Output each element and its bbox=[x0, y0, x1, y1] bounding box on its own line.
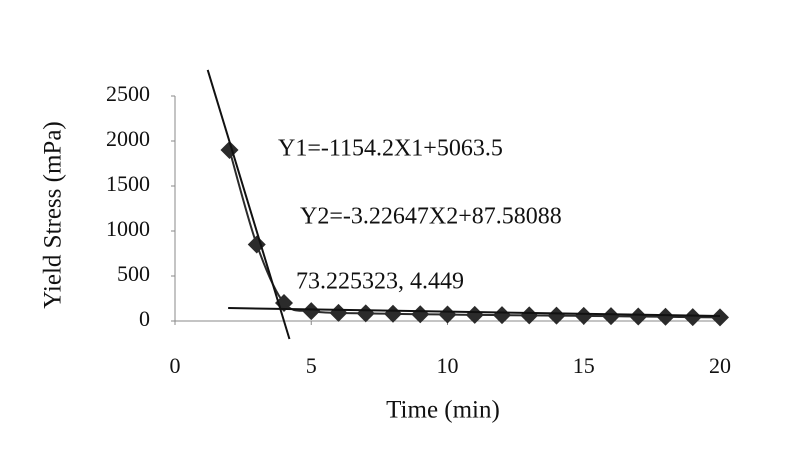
data-point bbox=[574, 306, 593, 325]
series-line bbox=[228, 307, 721, 318]
y-tick-label: 1500 bbox=[106, 171, 150, 196]
y-tick-label: 0 bbox=[139, 306, 150, 331]
annotation: 73.225323, 4.449 bbox=[296, 269, 464, 295]
y-tick-label: 2000 bbox=[106, 126, 150, 151]
x-tick-label: 20 bbox=[709, 353, 731, 378]
data-point bbox=[329, 303, 348, 322]
x-tick-label: 15 bbox=[573, 353, 595, 378]
y-tick-label: 2500 bbox=[106, 81, 150, 106]
annotation: Y2=-3.22647X2+87.58088 bbox=[300, 204, 562, 230]
x-tick-label: 10 bbox=[437, 353, 459, 378]
data-point bbox=[493, 306, 511, 325]
data-point bbox=[683, 308, 702, 327]
data-point bbox=[711, 308, 729, 327]
x-tick-label: 5 bbox=[306, 353, 317, 378]
y-axis-title: Yield Stress (mPa) bbox=[40, 121, 67, 309]
data-point bbox=[547, 306, 566, 325]
data-point bbox=[656, 307, 675, 326]
data-point bbox=[629, 307, 648, 326]
y-tick-label: 1000 bbox=[106, 216, 150, 241]
annotation: Y1=-1154.2X1+5063.5 bbox=[278, 136, 503, 162]
data-point bbox=[438, 305, 457, 324]
y-tick-label: 500 bbox=[117, 261, 150, 286]
data-point bbox=[602, 307, 620, 326]
x-tick-label: 0 bbox=[170, 353, 181, 378]
data-point bbox=[356, 304, 375, 323]
data-point bbox=[384, 304, 402, 323]
data-point bbox=[520, 306, 539, 325]
data-point bbox=[411, 305, 430, 324]
x-axis-title: Time (min) bbox=[386, 397, 500, 424]
series-line bbox=[206, 69, 291, 340]
data-point bbox=[302, 302, 321, 321]
data-point bbox=[465, 305, 484, 324]
